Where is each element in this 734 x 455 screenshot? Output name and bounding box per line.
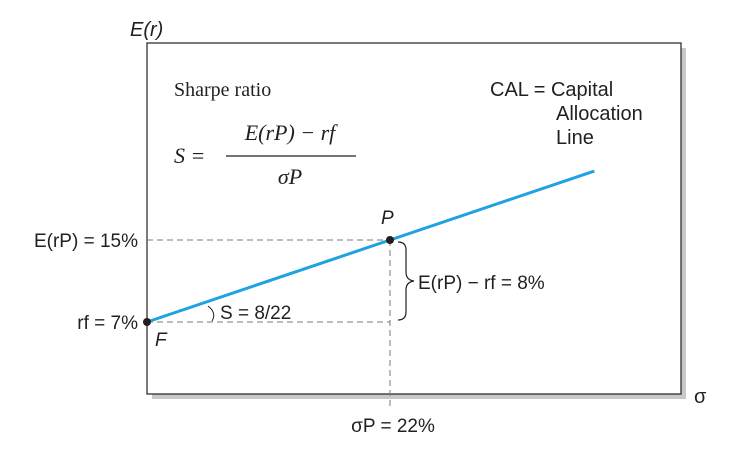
sharpe-numerator: E(rP) − rf (244, 120, 338, 145)
point-f (143, 318, 151, 326)
point-f-label: F (155, 330, 168, 351)
excess-return-brace (397, 241, 415, 321)
sharpe-lhs: S = (174, 143, 205, 168)
x-axis-label: σ (694, 386, 707, 408)
sharpe-title: Sharpe ratio (174, 79, 271, 101)
plot-frame (146, 42, 682, 395)
excess-return-label: E(rP) − rf = 8% (418, 273, 545, 294)
cal-label-line2: Allocation (556, 103, 643, 125)
cal-label-line1: CAL = Capital (490, 79, 613, 101)
slope-arc (207, 305, 215, 322)
point-p (386, 236, 394, 244)
cal-line (146, 169, 595, 324)
slope-label: S = 8/22 (220, 303, 291, 324)
cal-label-line3: Line (556, 127, 594, 149)
rf-label: rf = 7% (77, 313, 138, 334)
y-axis-label: E(r) (130, 19, 163, 41)
sigma-p-label: σP = 22% (351, 416, 435, 437)
point-p-label: P (381, 208, 394, 229)
er-p-label: E(rP) = 15% (34, 231, 138, 252)
sharpe-denominator: σP (278, 164, 302, 189)
